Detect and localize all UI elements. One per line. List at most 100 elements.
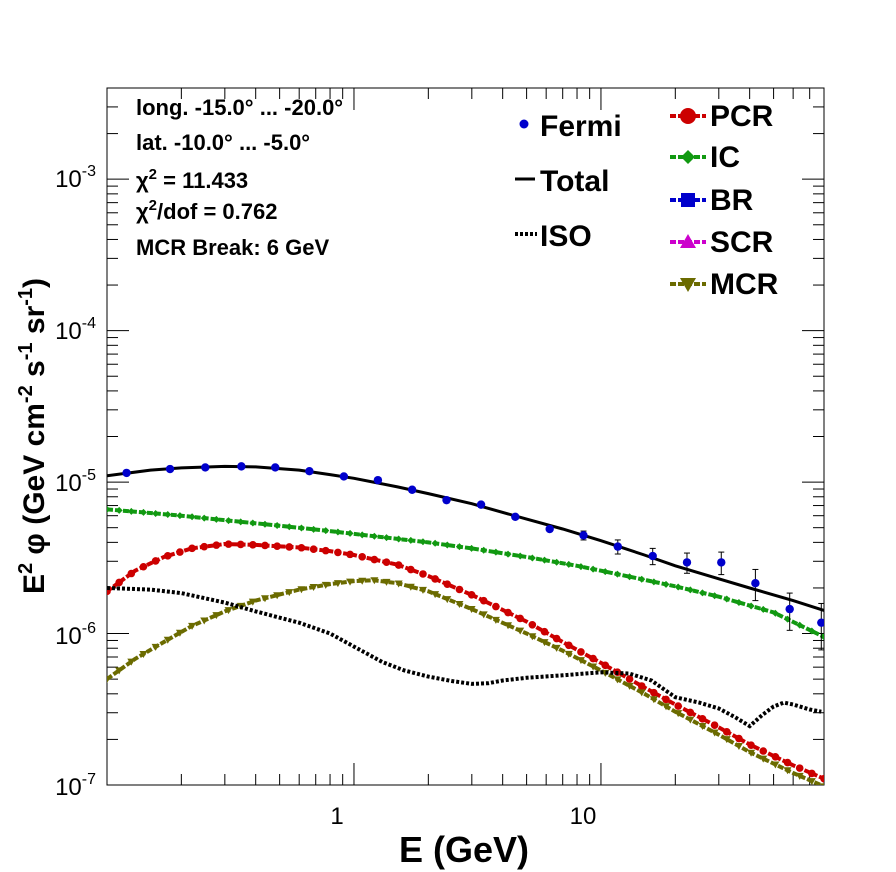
marker-ic [322,527,330,535]
y-tick-label: 10-7 [55,771,96,801]
marker-mcr [163,636,172,644]
marker-ic [480,546,488,554]
marker-pcr [407,565,415,574]
legend-label: Fermi [540,110,622,143]
info-chi2-dof: χ2/dof = 0.762 [136,197,277,224]
marker-mcr [479,611,488,619]
marker-mcr [795,772,804,780]
marker-pcr [188,544,196,553]
marker-ic [273,521,281,529]
marker-pcr [261,541,269,550]
data-point-fermi [165,464,175,474]
y-tick-label: 10-5 [55,467,96,497]
marker-ic [601,568,609,576]
legend-marker-br [681,193,695,207]
marker-mcr [382,578,391,586]
marker-pcr [783,758,792,767]
marker-ic [686,586,694,594]
marker-pcr [309,545,318,553]
marker-ic [395,535,403,543]
data-point-fermi [751,578,760,588]
marker-mcr [297,586,306,594]
marker-pcr [200,542,209,551]
marker-ic [528,554,536,562]
legend-marker-ic [681,150,695,164]
marker-mcr [139,651,148,659]
data-point-fermi [201,463,210,472]
series-mcr [107,577,824,785]
marker-ic [820,633,824,641]
marker-pcr [492,602,500,611]
legend-label: IC [710,141,740,174]
data-point-fermi [613,542,622,551]
marker-ic [152,509,160,517]
marker-ic [674,583,682,591]
legend-left: Fermi Total ISO [515,110,622,253]
marker-ic [796,621,804,629]
marker-pcr [455,585,464,594]
marker-ic [613,570,621,578]
data-point-fermi [122,468,131,478]
marker-mcr [285,589,294,597]
marker-mcr [200,617,209,625]
legend-label: MCR [710,268,779,301]
marker-pcr [127,569,136,578]
legend-marker-pcr [680,108,696,124]
legend-marker-fermi [519,119,529,129]
marker-mcr [722,736,731,744]
x-axis-title: E (GeV) [399,829,529,870]
marker-pcr [722,728,731,736]
data-point-fermi [682,558,692,567]
marker-mcr [576,657,585,665]
y-tick-label: 10-6 [55,620,96,650]
marker-mcr [637,689,646,697]
marker-mcr [698,723,707,731]
marker-mcr [552,644,561,652]
data-point-fermi [237,462,246,471]
marker-mcr [321,581,330,589]
marker-pcr [504,608,512,617]
data-point-fermi [305,467,314,476]
series-layer [107,462,824,785]
marker-mcr [418,586,427,594]
data-point-fermi [817,618,824,627]
marker-ic [698,589,706,597]
marker-ic [443,541,451,549]
marker-ic [516,552,524,560]
marker-mcr [759,755,768,763]
marker-pcr [346,550,354,559]
marker-pcr [236,540,245,549]
marker-mcr [504,622,513,630]
marker-mcr [710,729,719,737]
marker-mcr [188,622,197,630]
marker-mcr [370,577,379,585]
marker-pcr [273,542,281,550]
legend-right: PCR IC BR SCR MCR [670,100,779,301]
marker-pcr [151,557,160,565]
marker-ic [164,511,172,519]
data-point-fermi [717,558,726,567]
marker-pcr [795,764,804,772]
marker-ic [346,529,354,537]
marker-ic [747,602,755,610]
marker-pcr [321,546,330,555]
marker-ic [249,519,257,527]
info-text: long. -15.0° ... -20.0° lat. -10.0° ... … [136,95,343,260]
marker-ic [383,534,391,542]
marker-mcr [406,583,415,591]
marker-pcr [467,590,476,599]
marker-mcr [540,639,549,647]
x-tick-label: 10 [570,803,597,830]
marker-ic [638,575,646,583]
marker-mcr [783,767,792,775]
marker-mcr [151,643,160,651]
marker-mcr [127,658,136,666]
marker-pcr [139,562,148,571]
data-point-fermi [407,485,417,494]
marker-mcr [820,783,824,785]
marker-ic [468,544,476,552]
line-mcr [107,578,824,785]
marker-pcr [249,540,257,549]
info-mcr-break: MCR Break: 6 GeV [136,235,330,260]
